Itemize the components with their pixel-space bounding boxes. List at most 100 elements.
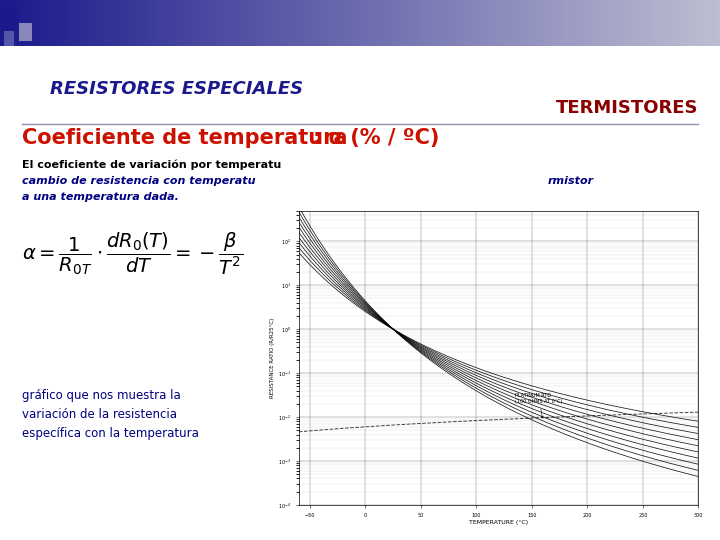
Bar bbox=[443, 0, 445, 46]
Bar bbox=[54, 0, 56, 46]
Bar bbox=[248, 0, 251, 46]
Bar bbox=[202, 0, 203, 46]
Bar bbox=[479, 0, 481, 46]
Bar bbox=[632, 0, 634, 46]
Bar bbox=[719, 0, 720, 46]
Bar bbox=[481, 0, 482, 46]
Bar bbox=[320, 0, 323, 46]
Bar bbox=[97, 0, 99, 46]
Bar bbox=[612, 0, 614, 46]
Bar bbox=[279, 0, 281, 46]
Bar bbox=[166, 0, 167, 46]
Bar bbox=[256, 0, 258, 46]
Bar bbox=[665, 0, 666, 46]
Bar bbox=[606, 0, 608, 46]
Bar bbox=[351, 0, 353, 46]
Bar bbox=[652, 0, 654, 46]
Bar bbox=[18, 0, 20, 46]
Bar bbox=[89, 0, 90, 46]
Bar bbox=[647, 0, 648, 46]
Bar bbox=[181, 0, 184, 46]
Bar bbox=[432, 0, 434, 46]
Bar bbox=[315, 0, 317, 46]
Bar bbox=[547, 0, 549, 46]
Bar bbox=[66, 0, 68, 46]
Bar bbox=[356, 0, 359, 46]
Bar bbox=[459, 0, 461, 46]
Bar bbox=[553, 0, 554, 46]
Bar bbox=[174, 0, 176, 46]
Bar bbox=[52, 0, 54, 46]
Bar bbox=[467, 0, 468, 46]
Bar bbox=[108, 0, 109, 46]
Bar bbox=[486, 0, 488, 46]
Bar bbox=[572, 0, 575, 46]
Bar bbox=[13, 0, 14, 46]
Bar bbox=[259, 0, 261, 46]
Bar bbox=[23, 0, 25, 46]
Bar bbox=[277, 0, 279, 46]
Bar bbox=[713, 0, 714, 46]
Bar bbox=[35, 0, 36, 46]
Bar bbox=[690, 0, 691, 46]
Bar bbox=[295, 0, 297, 46]
Text: $\alpha = \dfrac{1}{R_{0T}} \cdot \dfrac{dR_{0}(T)}{dT} = -\dfrac{\beta}{T^{2}}$: $\alpha = \dfrac{1}{R_{0T}} \cdot \dfrac… bbox=[22, 231, 243, 277]
Bar bbox=[137, 0, 139, 46]
Bar bbox=[457, 0, 459, 46]
Bar bbox=[410, 0, 413, 46]
Bar bbox=[102, 0, 104, 46]
Bar bbox=[361, 0, 364, 46]
Text: cambio de resistencia con temperatu: cambio de resistencia con temperatu bbox=[22, 176, 255, 186]
Bar bbox=[275, 0, 277, 46]
Bar bbox=[677, 0, 679, 46]
Bar bbox=[121, 0, 122, 46]
Bar bbox=[389, 0, 390, 46]
Bar bbox=[529, 0, 531, 46]
Bar bbox=[635, 0, 637, 46]
Bar bbox=[513, 0, 515, 46]
Bar bbox=[189, 0, 191, 46]
Bar bbox=[217, 0, 220, 46]
Bar bbox=[563, 0, 565, 46]
Bar bbox=[675, 0, 677, 46]
Bar bbox=[504, 0, 505, 46]
Bar bbox=[209, 0, 210, 46]
Bar bbox=[571, 0, 572, 46]
Bar bbox=[4, 7, 19, 30]
Bar bbox=[628, 0, 630, 46]
Bar bbox=[40, 0, 42, 46]
Bar bbox=[191, 0, 193, 46]
Bar bbox=[268, 0, 270, 46]
Bar bbox=[349, 0, 351, 46]
Bar bbox=[81, 0, 83, 46]
Bar bbox=[517, 0, 518, 46]
Bar bbox=[582, 0, 583, 46]
Bar bbox=[621, 0, 623, 46]
Bar bbox=[367, 0, 369, 46]
Bar bbox=[222, 0, 223, 46]
Bar bbox=[184, 0, 186, 46]
Bar bbox=[6, 0, 7, 46]
Bar bbox=[583, 0, 585, 46]
Bar bbox=[346, 0, 347, 46]
Bar bbox=[29, 0, 30, 46]
Bar bbox=[683, 0, 684, 46]
Bar bbox=[661, 0, 662, 46]
Bar bbox=[540, 0, 541, 46]
Bar bbox=[697, 0, 698, 46]
Bar bbox=[527, 0, 529, 46]
Bar bbox=[323, 0, 324, 46]
Bar bbox=[230, 0, 232, 46]
Bar bbox=[365, 0, 367, 46]
Bar bbox=[203, 0, 205, 46]
Bar bbox=[310, 0, 312, 46]
Bar bbox=[155, 0, 157, 46]
Bar bbox=[65, 0, 66, 46]
Bar bbox=[448, 0, 450, 46]
Bar bbox=[431, 0, 432, 46]
Bar bbox=[503, 0, 504, 46]
Bar bbox=[355, 0, 356, 46]
Bar bbox=[596, 0, 598, 46]
Bar bbox=[374, 0, 376, 46]
Bar bbox=[662, 0, 664, 46]
